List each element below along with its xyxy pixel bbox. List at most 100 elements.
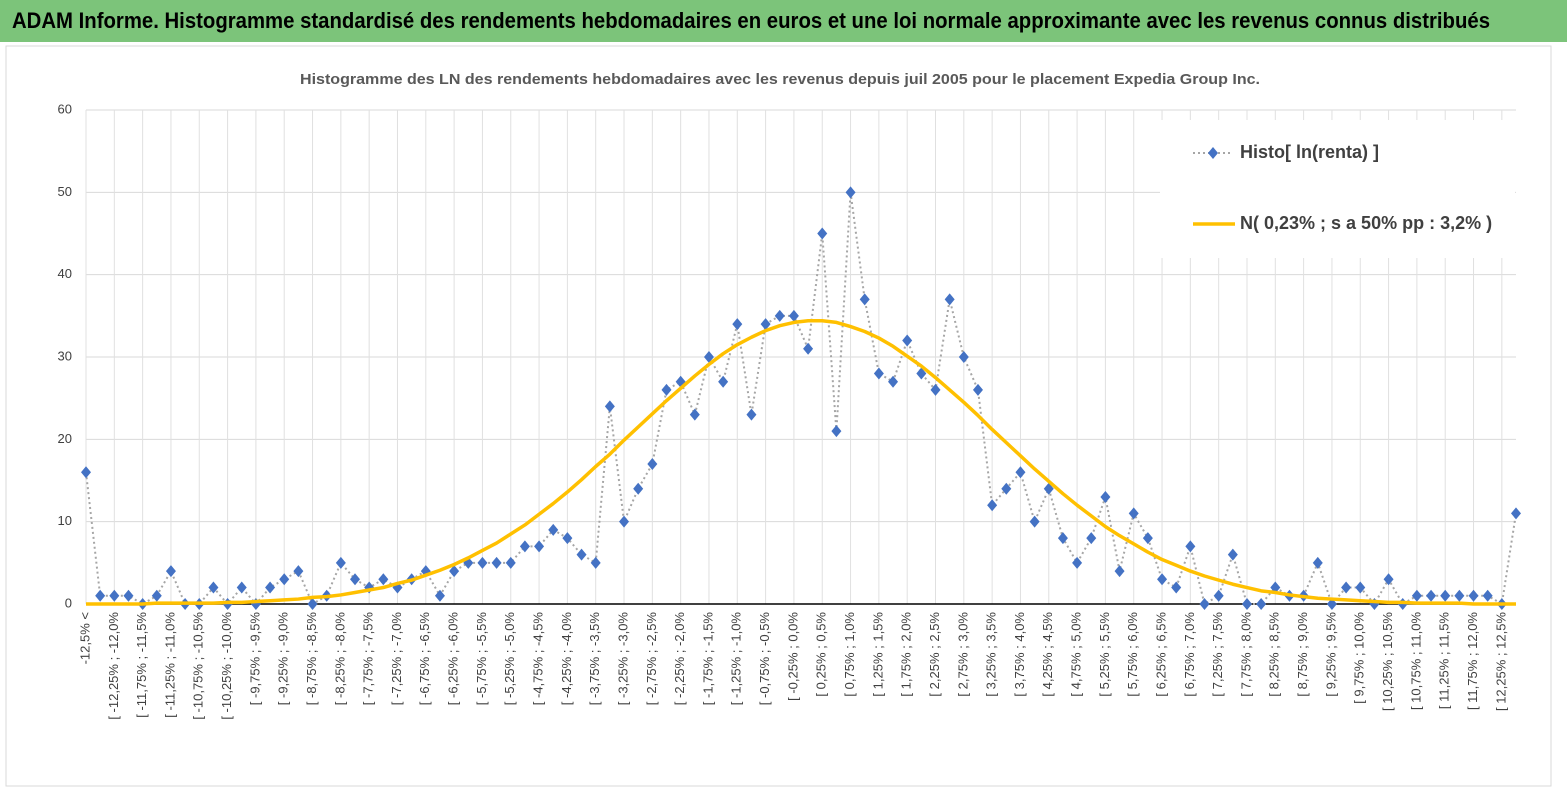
diamond-marker [958,351,969,363]
diamond-marker [703,351,714,363]
diamond-marker [307,598,318,610]
diamond-marker [746,408,757,421]
x-tick-label: [ 6,25% ; 6,5% [1153,612,1168,697]
diamond-marker [477,556,488,569]
diamond-marker [449,565,460,578]
x-tick-label: [ -9,25% ; -9,0% [276,612,291,706]
x-tick-label: [ -6,75% ; -6,5% [417,612,432,706]
diamond-marker [1001,482,1012,495]
diamond-marker [604,400,615,413]
diamond-marker [902,334,913,347]
x-tick-label: [ 1,25% ; 1,5% [870,612,885,697]
diamond-marker [208,581,219,594]
diamond-marker [1029,515,1040,528]
diamond-marker [1511,507,1521,520]
x-tick-label: [ -12,25% ; -12,0% [106,612,121,720]
x-tick-label: [ -10,25% ; -10,0% [219,612,234,720]
x-tick-label: [ 10,25% ; 10,5% [1380,612,1395,711]
diamond-marker [1157,573,1168,586]
x-tick-label: [ 7,75% ; 8,0% [1238,612,1253,697]
diamond-marker [1142,532,1153,545]
diamond-marker [930,383,941,396]
diamond-marker [165,565,176,578]
diamond-marker [732,318,743,331]
diamond-marker [1114,565,1125,578]
x-tick-label: [ 8,75% ; 9,0% [1295,612,1310,697]
x-tick-label: [ -7,75% ; -7,5% [361,612,376,706]
diamond-marker [1227,548,1238,561]
diamond-marker [661,383,672,396]
diamond-marker [491,556,502,569]
diamond-marker [236,581,247,594]
x-tick-label: [ -8,25% ; -8,0% [332,612,347,706]
x-tick-label: [ 3,75% ; 4,0% [1012,612,1027,697]
diamond-marker [944,293,955,306]
y-tick-label: 30 [58,348,72,363]
diamond-marker [505,556,516,569]
y-tick-label: 0 [65,595,72,610]
x-tick-label: [ -4,25% ; -4,0% [559,612,574,706]
diamond-marker [859,293,870,306]
y-tick-label: 10 [58,513,72,528]
diamond-marker [1199,598,1210,610]
x-tick-label: [ 6,75% ; 7,0% [1182,612,1197,697]
x-tick-label: [ 11,75% ; 12,0% [1465,612,1480,710]
diamond-marker [590,556,601,569]
x-tick-label: [ 4,25% ; 4,5% [1040,612,1055,697]
x-tick-label: [ 0,75% ; 1,0% [842,612,857,697]
x-tick-label: [ -0,25% ; 0,0% [785,612,800,701]
diamond-marker [1241,598,1252,610]
x-tick-label: [ -4,75% ; -4,5% [531,612,546,706]
x-tick-label: [ -1,25% ; -1,0% [729,612,744,706]
diamond-marker [1355,581,1366,594]
x-tick-label: [ -5,25% ; -5,0% [502,612,517,706]
diamond-marker [378,573,389,586]
x-tick-label: [ 4,75% ; 5,0% [1069,612,1084,697]
diamond-marker [562,532,573,545]
diamond-marker [1171,581,1182,594]
diamond-marker [972,383,983,396]
x-tick-label: [ -8,75% ; -8,5% [304,612,319,706]
diamond-marker [265,581,276,594]
diamond-marker [689,408,700,421]
x-tick-label: [ 9,25% ; 9,5% [1323,612,1338,697]
diamond-marker [151,589,162,602]
x-tick-label: [ -10,75% ; -10,5% [191,612,206,720]
diamond-marker [633,482,644,495]
diamond-marker [1411,589,1422,602]
diamond-marker [1426,589,1437,602]
diamond-marker [434,589,445,602]
x-tick-label: [ 5,75% ; 6,0% [1125,612,1140,697]
diamond-marker [647,458,658,471]
diamond-marker [1341,581,1352,594]
diamond-marker [774,309,785,322]
diamond-marker [576,548,587,561]
diamond-marker [888,375,899,388]
diamond-marker [350,573,361,586]
x-tick-label: [ 2,25% ; 2,5% [927,612,942,697]
diamond-marker [1482,589,1493,602]
diamond-marker [1383,573,1394,586]
diamond-marker [123,589,134,602]
diamond-marker [873,367,884,380]
x-tick-label: -12,5% < [77,612,92,664]
diamond-marker [279,573,290,586]
normal-curve [86,319,1516,606]
diamond-marker [335,556,346,569]
diamond-marker [1468,589,1479,602]
x-tick-label: [ 8,25% ; 8,5% [1267,612,1282,697]
legend-label: Histo[ ln(renta) ] [1240,142,1379,162]
y-tick-label: 50 [58,184,72,199]
diamond-marker [548,523,559,536]
diamond-marker [718,375,729,388]
diamond-marker [1015,466,1026,479]
y-tick-label: 60 [58,101,72,116]
diamond-marker [1312,556,1323,569]
legend-box [1160,120,1515,258]
diamond-marker [1454,589,1465,602]
diamond-marker [619,515,630,528]
x-tick-label: [ 3,25% ; 3,5% [984,612,999,697]
diamond-marker [1440,589,1451,602]
diamond-marker [1100,490,1111,503]
